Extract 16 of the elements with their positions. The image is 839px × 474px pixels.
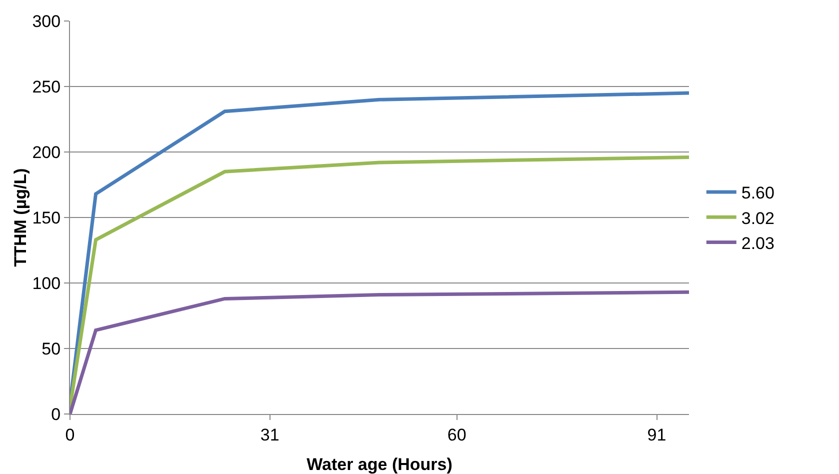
legend-label: 2.03	[741, 234, 774, 253]
y-tick-label: 150	[32, 208, 61, 228]
x-tick-label: 0	[65, 425, 75, 444]
y-tick-label: 0	[51, 404, 61, 424]
x-axis-title: Water age (Hours)	[306, 455, 452, 474]
x-tick-label: 91	[647, 425, 666, 444]
y-tick-label: 50	[42, 339, 61, 358]
x-tick-label: 31	[260, 425, 280, 444]
y-axis-title: TTHM (µg/L)	[11, 168, 30, 267]
x-tick-label: 60	[447, 425, 466, 444]
y-tick-label: 200	[32, 142, 61, 162]
legend-label: 3.02	[741, 208, 774, 228]
y-tick-label: 100	[32, 274, 61, 293]
legend-label: 5.60	[741, 184, 774, 203]
y-tick-label: 250	[32, 77, 61, 96]
y-tick-label: 300	[32, 12, 61, 31]
